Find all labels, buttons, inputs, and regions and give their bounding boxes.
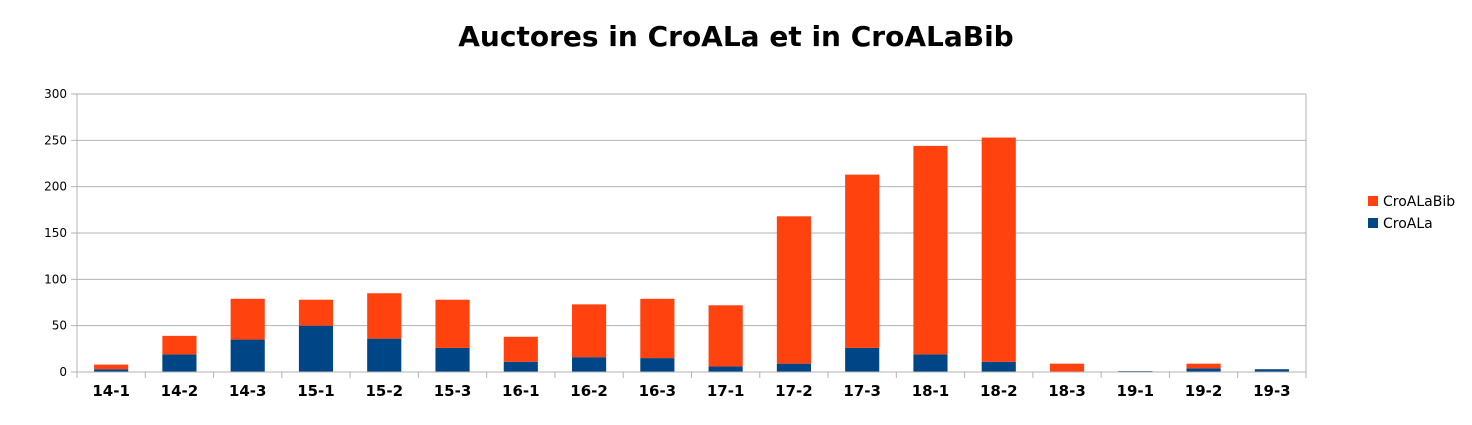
x-tick-label: 15-3 [434, 382, 472, 400]
y-tick-label: 300 [44, 87, 67, 101]
x-tick-label: 16-1 [502, 382, 540, 400]
bar-croalabib-17-2 [776, 216, 811, 364]
bar-croalabib-16-1 [503, 336, 538, 362]
bar-croalabib-19-2 [1186, 363, 1221, 369]
x-tick-label: 15-1 [297, 382, 335, 400]
bars [94, 137, 1289, 372]
x-tick-label: 19-1 [1117, 382, 1155, 400]
bar-croala-19-2 [1186, 368, 1221, 372]
bar-croala-16-1 [503, 361, 538, 372]
legend: CroALaBib CroALa [1368, 194, 1455, 232]
y-tick-label: 50 [52, 319, 67, 333]
x-tick-label: 17-2 [775, 382, 813, 400]
legend-label-croala: CroALa [1383, 216, 1433, 232]
x-tick-label: 17-3 [843, 382, 881, 400]
chart-title: Auctores in CroALa et in CroALaBib [458, 20, 1013, 53]
bar-croalabib-18-3 [1049, 363, 1085, 372]
legend-swatch-croalabib [1368, 196, 1378, 206]
legend-label-croalabib: CroALaBib [1383, 194, 1455, 210]
legend-swatch-croala [1368, 218, 1378, 228]
x-tick-label: 18-3 [1048, 382, 1086, 400]
bar-croalabib-15-2 [367, 293, 402, 339]
bar-croalabib-14-2 [162, 335, 197, 355]
bar-croalabib-17-1 [708, 305, 743, 367]
bar-croala-14-2 [162, 354, 197, 372]
bar-croala-15-1 [298, 325, 334, 372]
x-tick-label: 18-2 [980, 382, 1018, 400]
x-tick-label: 19-3 [1253, 382, 1291, 400]
axes: 0 50 100 150 200 250 300 14-1 14-2 14-3 15-1 15-2 15… [44, 87, 1307, 400]
gridlines [77, 93, 1306, 373]
x-tick-label: 16-2 [570, 382, 608, 400]
bar-croalabib-14-1 [94, 364, 129, 370]
bar-croala-19-3 [1254, 369, 1289, 372]
bar-croala-16-3 [640, 358, 675, 372]
y-tick-label: 150 [44, 226, 67, 240]
x-tick-label: 14-3 [229, 382, 267, 400]
x-tick-label: 17-1 [707, 382, 745, 400]
bar-croala-15-2 [367, 338, 402, 372]
bar-croalabib-14-3 [230, 298, 265, 340]
x-tick-label: 18-1 [912, 382, 950, 400]
bar-croalabib-17-3 [845, 174, 880, 348]
bar-croala-14-3 [230, 339, 265, 372]
bar-croalabib-18-2 [981, 137, 1016, 362]
bar-croala-18-1 [913, 354, 948, 372]
x-tick-label: 14-2 [161, 382, 199, 400]
bar-croala-15-3 [435, 347, 470, 372]
bar-croala-14-1 [94, 369, 129, 372]
bar-croalabib-16-2 [572, 304, 607, 358]
y-tick-label: 0 [59, 365, 67, 379]
bar-croalabib-18-1 [913, 145, 948, 355]
bar-croala-17-2 [776, 363, 811, 372]
x-tick-label: 14-1 [92, 382, 130, 400]
x-tick-label: 15-2 [365, 382, 403, 400]
y-tick-label: 100 [44, 272, 67, 286]
bar-croala-16-2 [572, 357, 607, 372]
x-tick-label: 16-3 [639, 382, 677, 400]
y-tick-label: 200 [44, 180, 67, 194]
bar-croalabib-15-1 [298, 299, 334, 326]
bar-croala-17-1 [708, 366, 743, 372]
bar-croala-17-3 [845, 347, 880, 372]
bar-croalabib-16-3 [640, 298, 675, 359]
bar-croala-18-2 [981, 361, 1016, 372]
bar-croalabib-15-3 [435, 299, 470, 348]
y-tick-label: 250 [44, 133, 67, 147]
x-tick-label: 19-2 [1185, 382, 1223, 400]
